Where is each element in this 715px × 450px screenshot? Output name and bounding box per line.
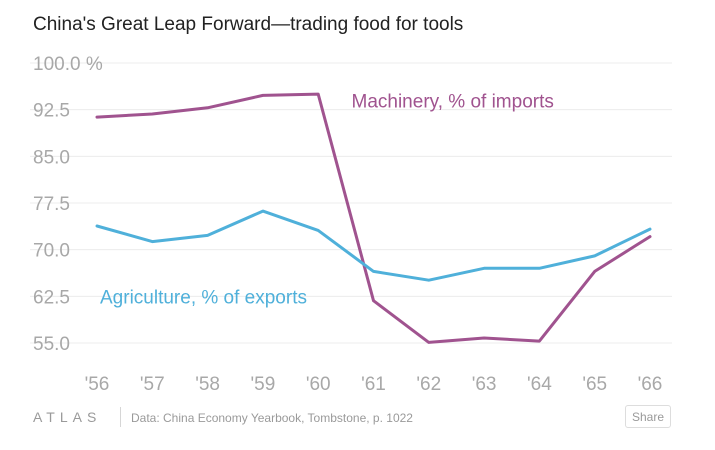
x-tick-label: '57 [140, 374, 165, 395]
share-button[interactable]: Share [625, 405, 671, 428]
x-tick-label: '56 [85, 374, 110, 395]
y-tick-label: 77.5 [33, 194, 70, 215]
series-line-agriculture [95, 209, 652, 282]
x-tick-label: '65 [582, 374, 607, 395]
source-note: Data: China Economy Yearbook, Tombstone,… [131, 411, 413, 425]
y-axis-ticks: 55.0 62.5 70.0 77.5 85.0 92.5 100.0 % [33, 54, 103, 355]
y-tick-label: 92.5 [33, 101, 70, 122]
y-tick-label: 100.0 % [33, 54, 103, 75]
y-tick-label: 55.0 [33, 334, 70, 355]
atlas-logo[interactable]: ATLAS [33, 409, 102, 425]
y-tick-label: 62.5 [33, 287, 70, 308]
chart-title: China's Great Leap Forward—trading food … [33, 14, 464, 35]
y-tick-label: 85.0 [33, 147, 70, 168]
x-tick-label: '64 [527, 374, 552, 395]
x-tick-label: '62 [416, 374, 441, 395]
x-tick-label: '58 [195, 374, 220, 395]
x-tick-label: '66 [638, 374, 663, 395]
x-tick-label: '61 [361, 374, 386, 395]
x-tick-label: '63 [472, 374, 497, 395]
chart-footer: ATLAS Data: China Economy Yearbook, Tomb… [0, 396, 715, 450]
x-tick-label: '60 [306, 374, 331, 395]
footer-divider [120, 407, 121, 427]
series-labels: Machinery, % of imports Agriculture, % of… [100, 91, 554, 308]
series-label-machinery: Machinery, % of imports [352, 91, 554, 112]
x-tick-label: '59 [251, 374, 276, 395]
x-axis-ticks: '56 '57 '58 '59 '60 '61 '62 '63 '64 '65 '66 [85, 374, 663, 395]
series-label-agriculture: Agriculture, % of exports [100, 287, 307, 308]
gridlines [30, 62, 672, 344]
y-tick-label: 70.0 [33, 241, 70, 262]
series-lines [95, 92, 652, 344]
